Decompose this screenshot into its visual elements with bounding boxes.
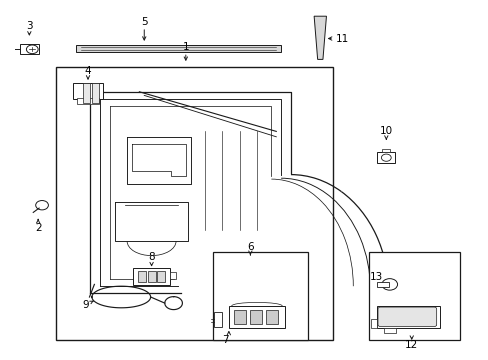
Bar xyxy=(73,83,102,99)
Bar xyxy=(382,149,389,152)
Bar xyxy=(157,271,165,282)
Bar xyxy=(376,282,388,287)
Bar xyxy=(212,252,307,340)
Polygon shape xyxy=(313,16,326,59)
Bar xyxy=(83,83,90,103)
Bar xyxy=(376,306,439,328)
Circle shape xyxy=(381,154,390,161)
Bar xyxy=(228,306,285,328)
Text: 2: 2 xyxy=(35,223,41,233)
Text: 5: 5 xyxy=(141,17,147,27)
Text: 7: 7 xyxy=(222,335,229,345)
Text: 9: 9 xyxy=(82,300,89,310)
Text: 8: 8 xyxy=(148,252,155,262)
Bar xyxy=(77,98,99,104)
Bar xyxy=(133,268,170,285)
Text: 1: 1 xyxy=(182,42,189,52)
Bar xyxy=(213,312,221,327)
Bar xyxy=(376,152,394,163)
Bar xyxy=(265,310,278,324)
Text: 10: 10 xyxy=(379,126,392,136)
Text: 6: 6 xyxy=(246,242,253,252)
Bar xyxy=(249,310,262,324)
Text: 3: 3 xyxy=(26,21,33,31)
Bar xyxy=(368,252,459,340)
Bar xyxy=(76,45,281,52)
Circle shape xyxy=(36,201,48,210)
Circle shape xyxy=(26,45,38,54)
Text: 12: 12 xyxy=(404,339,418,350)
Bar xyxy=(383,328,395,333)
Bar xyxy=(20,44,39,54)
Bar xyxy=(170,272,176,279)
Bar xyxy=(92,83,99,103)
Text: 11: 11 xyxy=(335,33,348,44)
Bar xyxy=(138,271,145,282)
Text: 4: 4 xyxy=(84,66,91,76)
Bar xyxy=(370,319,376,328)
Bar xyxy=(56,67,332,340)
Circle shape xyxy=(381,279,397,290)
Bar xyxy=(233,310,245,324)
Text: 13: 13 xyxy=(369,272,383,282)
Bar xyxy=(147,271,155,282)
FancyBboxPatch shape xyxy=(377,307,436,327)
